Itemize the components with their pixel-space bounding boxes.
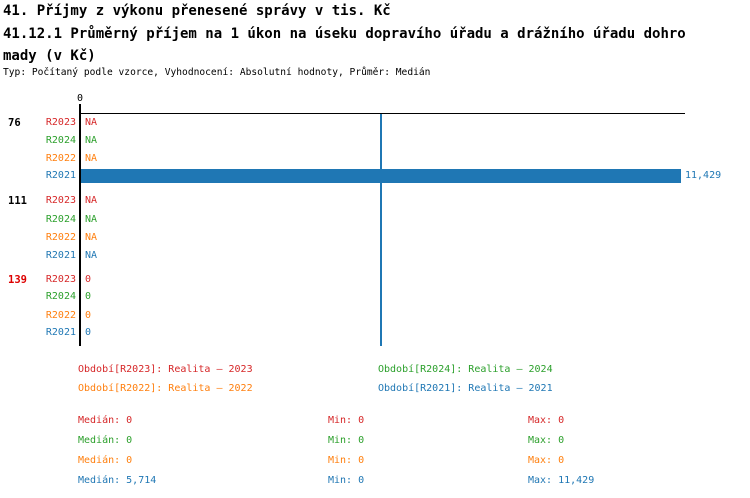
median-reference-line <box>380 114 382 346</box>
legend-item-r2022: Období[R2022]: Realita – 2022 <box>78 383 253 394</box>
period-label: R2021 <box>45 250 76 261</box>
group-label-139: 139 <box>8 274 27 286</box>
period-label: R2023 <box>45 117 76 128</box>
chart-row: R2021 11,429 <box>0 169 750 183</box>
period-label: R2021 <box>45 327 76 338</box>
chart-row: R2024 NA <box>0 134 750 148</box>
group-label-76: 76 <box>8 117 21 129</box>
chart-row: 111 R2023 NA <box>0 194 750 208</box>
row-value: NA <box>85 250 98 261</box>
stat-median-r2023: Medián: 0 <box>78 415 133 426</box>
period-label: R2022 <box>45 232 76 243</box>
page-title: 41. Příjmy z výkonu přenesené správy v t… <box>3 3 391 19</box>
chart-subtitle-line1: 41.12.1 Průměrný příjem na 1 úkon na úse… <box>3 26 686 42</box>
row-value: 0 <box>85 310 92 321</box>
period-label: R2024 <box>45 135 76 146</box>
chart-row: R2024 NA <box>0 213 750 227</box>
y-axis-line <box>79 104 81 346</box>
row-value: NA <box>85 232 98 243</box>
row-value: NA <box>85 153 98 164</box>
stat-median-r2024: Medián: 0 <box>78 435 133 446</box>
chart-subtitle-line2: mady (v Kč) <box>3 48 96 64</box>
period-label: R2023 <box>45 274 76 285</box>
chart-row: R2024 0 <box>0 290 750 304</box>
stat-median-r2022: Medián: 0 <box>78 455 133 466</box>
stat-max-r2022: Max: 0 <box>528 455 565 466</box>
row-value: NA <box>85 135 98 146</box>
stat-median-r2021: Medián: 5,714 <box>78 475 157 486</box>
stat-min-r2021: Min: 0 <box>328 475 365 486</box>
stat-min-r2022: Min: 0 <box>328 455 365 466</box>
period-label: R2024 <box>45 214 76 225</box>
chart-row: R2022 0 <box>0 309 750 323</box>
chart-row: R2021 0 <box>0 326 750 340</box>
legend-item-r2021: Období[R2021]: Realita – 2021 <box>378 383 553 394</box>
legend-item-r2023: Období[R2023]: Realita – 2023 <box>78 364 253 375</box>
stat-min-r2023: Min: 0 <box>328 415 365 426</box>
chart-row: R2022 NA <box>0 152 750 166</box>
row-value: NA <box>85 214 98 225</box>
period-label: R2022 <box>45 153 76 164</box>
stat-min-r2024: Min: 0 <box>328 435 365 446</box>
row-value: 0 <box>85 291 92 302</box>
x-axis-zero-tick-label: 0 <box>76 93 84 104</box>
bar-value-label: 11,429 <box>685 170 722 181</box>
bar-r2021-group-76 <box>81 169 681 183</box>
chart-row: R2022 NA <box>0 231 750 245</box>
x-axis-line <box>80 113 685 114</box>
period-label: R2021 <box>45 170 76 181</box>
period-label: R2022 <box>45 310 76 321</box>
stat-max-r2024: Max: 0 <box>528 435 565 446</box>
chart-row: 139 R2023 0 <box>0 273 750 287</box>
row-value: NA <box>85 195 98 206</box>
legend-item-r2024: Období[R2024]: Realita – 2024 <box>378 364 553 375</box>
period-label: R2024 <box>45 291 76 302</box>
chart-meta-info: Typ: Počítaný podle vzorce, Vyhodnocení:… <box>3 67 431 78</box>
chart-row: R2021 NA <box>0 249 750 263</box>
row-value: 0 <box>85 274 92 285</box>
row-value: 0 <box>85 327 92 338</box>
stat-max-r2021: Max: 11,429 <box>528 475 595 486</box>
stat-max-r2023: Max: 0 <box>528 415 565 426</box>
group-label-111: 111 <box>8 195 27 207</box>
chart-row: 76 R2023 NA <box>0 116 750 130</box>
row-value: NA <box>85 117 98 128</box>
period-label: R2023 <box>45 195 76 206</box>
